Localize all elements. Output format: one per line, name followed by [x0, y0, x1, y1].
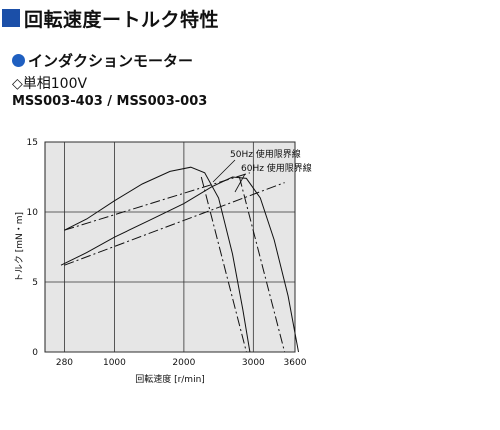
- x-tick-label: 3600: [284, 358, 307, 368]
- x-tick-label: 1000: [103, 358, 126, 368]
- motor-type-heading: インダクションモーター: [12, 50, 193, 71]
- motor-type-label: インダクションモーター: [28, 52, 194, 70]
- page-header: 回転速度ートルク特性: [2, 6, 220, 31]
- limit-line-annotation: 60Hz 使用限界線: [241, 162, 312, 174]
- limit-line: [64, 182, 285, 266]
- phase-label: ◇単相100V: [12, 76, 88, 92]
- y-tick-label: 5: [32, 278, 38, 288]
- y-tick-label: 15: [27, 138, 38, 148]
- torque-speed-chart: 280 1000 2000 3000 3600 0 5 10 15 回転速度 [r/min] トルク…: [14, 138, 312, 385]
- header-square-icon: [2, 9, 20, 27]
- annotation-leader-line: [212, 159, 236, 183]
- limit-line: [64, 172, 251, 231]
- x-tick-label: 3000: [242, 358, 265, 368]
- limit-line: [238, 176, 286, 353]
- annotation-leader-line: [234, 173, 246, 193]
- x-tick-label: 280: [56, 358, 73, 368]
- y-axis-label: トルク [mN・m]: [14, 212, 25, 282]
- bullet-dot-icon: [12, 54, 25, 67]
- y-tick-label: 0: [32, 348, 38, 358]
- x-tick-label: 2000: [172, 358, 195, 368]
- limit-line-annotation: 50Hz 使用限界線: [230, 148, 301, 160]
- page-title: 回転速度ートルク特性: [24, 8, 220, 31]
- limit-line: [200, 176, 247, 353]
- torque-curve: [64, 166, 251, 353]
- y-tick-label: 10: [27, 208, 39, 218]
- model-label: MSS003-403 / MSS003-003: [12, 94, 208, 109]
- x-axis-label: 回転速度 [r/min]: [135, 373, 205, 385]
